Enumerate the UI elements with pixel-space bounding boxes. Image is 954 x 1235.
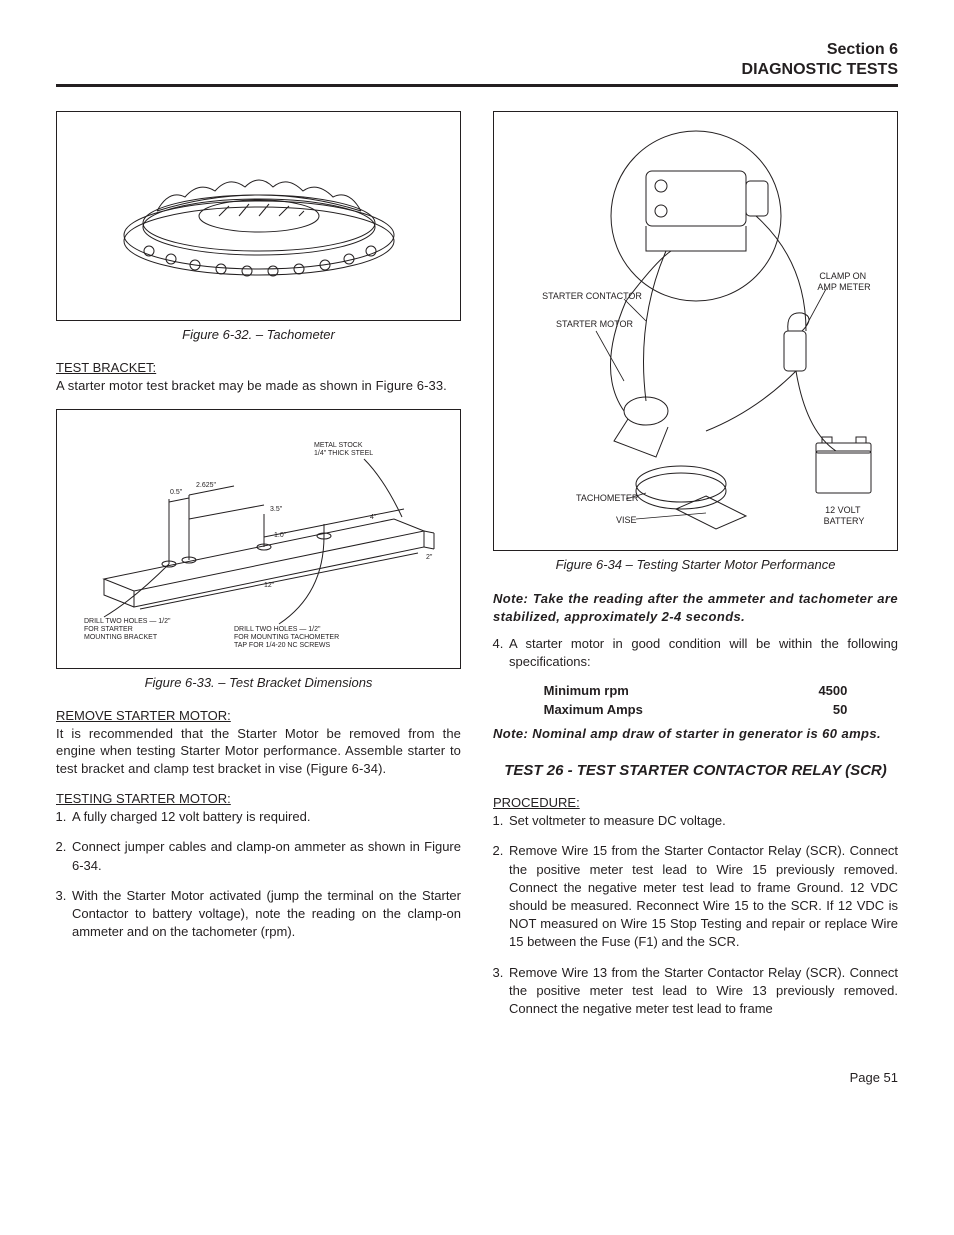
figure-6-32-caption: Figure 6-32. – Tachometer xyxy=(56,327,461,342)
title-line: DIAGNOSTIC TESTS xyxy=(56,60,898,80)
test-bracket-text: A starter motor test bracket may be made… xyxy=(56,377,461,395)
svg-text:TAP FOR 1/4-20 NC SCREWS: TAP FOR 1/4-20 NC SCREWS xyxy=(234,642,331,649)
starter-test-illustration: STARTER CONTACTOR STARTER MOTOR CLAMP ON… xyxy=(506,121,886,541)
right-column: STARTER CONTACTOR STARTER MOTOR CLAMP ON… xyxy=(493,111,898,1030)
svg-text:2": 2" xyxy=(426,554,433,561)
testing-starter-list: A fully charged 12 volt battery is requi… xyxy=(56,808,461,941)
procedure-list: Set voltmeter to measure DC voltage. Rem… xyxy=(493,812,898,1018)
list-item: A fully charged 12 volt battery is requi… xyxy=(70,808,461,826)
list-item: Remove Wire 13 from the Starter Contacto… xyxy=(507,964,898,1019)
svg-text:FOR MOUNTING TACHOMETER: FOR MOUNTING TACHOMETER xyxy=(234,634,339,641)
spec-label: Maximum Amps xyxy=(544,702,643,717)
figure-6-33-box: METAL STOCK 1/4" THICK STEEL 0.5" 2.625"… xyxy=(56,409,461,669)
bracket-illustration: METAL STOCK 1/4" THICK STEEL 0.5" 2.625"… xyxy=(74,419,444,659)
spec-value: 4500 xyxy=(818,683,847,698)
list-item: Connect jumper cables and clamp-on ammet… xyxy=(70,838,461,874)
svg-text:STARTER MOTOR: STARTER MOTOR xyxy=(556,319,634,329)
page-header: Section 6 DIAGNOSTIC TESTS xyxy=(56,40,898,87)
svg-text:MOUNTING BRACKET: MOUNTING BRACKET xyxy=(84,634,158,641)
svg-text:METAL STOCK: METAL STOCK xyxy=(314,442,363,449)
svg-text:12 VOLT BATTERY: 12 VOLT BATTERY xyxy=(823,505,864,526)
list-item: Remove Wire 15 from the Starter Contacto… xyxy=(507,842,898,951)
figure-6-32-box xyxy=(56,111,461,321)
tachometer-illustration xyxy=(109,131,409,301)
two-column-layout: Figure 6-32. – Tachometer TEST BRACKET: … xyxy=(56,111,898,1030)
test-bracket-heading: TEST BRACKET: xyxy=(56,360,461,375)
figure-6-33-caption: Figure 6-33. – Test Bracket Dimensions xyxy=(56,675,461,690)
svg-text:12": 12" xyxy=(264,582,275,589)
remove-starter-heading: REMOVE STARTER MOTOR: xyxy=(56,708,461,723)
page-number: Page 51 xyxy=(56,1070,898,1085)
spec-label: Minimum rpm xyxy=(544,683,629,698)
list-item: Set voltmeter to measure DC voltage. xyxy=(507,812,898,830)
svg-text:1.0": 1.0" xyxy=(274,532,287,539)
spec-table: Minimum rpm 4500 Maximum Amps 50 xyxy=(544,683,848,717)
svg-text:DRILL TWO HOLES — 1/2": DRILL TWO HOLES — 1/2" xyxy=(234,626,321,633)
svg-text:4": 4" xyxy=(370,514,377,521)
test-26-title: TEST 26 - TEST STARTER CONTACTOR RELAY (… xyxy=(493,761,898,781)
svg-text:0.5": 0.5" xyxy=(170,489,183,496)
svg-text:3.5": 3.5" xyxy=(270,506,283,513)
svg-text:STARTER CONTACTOR: STARTER CONTACTOR xyxy=(542,291,642,301)
testing-starter-heading: TESTING STARTER MOTOR: xyxy=(56,791,461,806)
svg-text:FOR STARTER: FOR STARTER xyxy=(84,626,133,633)
svg-text:1/4" THICK STEEL: 1/4" THICK STEEL xyxy=(314,450,373,457)
svg-text:CLAMP ON AMP METER: CLAMP ON AMP METER xyxy=(817,271,871,292)
svg-text:VISE: VISE xyxy=(616,515,637,525)
remove-starter-text: It is recommended that the Starter Motor… xyxy=(56,725,461,778)
section-line: Section 6 xyxy=(56,40,898,60)
spec-value: 50 xyxy=(833,702,847,717)
note-2: Note: Nominal amp draw of starter in gen… xyxy=(493,725,898,743)
procedure-heading: PROCEDURE: xyxy=(493,795,898,810)
figure-6-34-box: STARTER CONTACTOR STARTER MOTOR CLAMP ON… xyxy=(493,111,898,551)
list-item: With the Starter Motor activated (jump t… xyxy=(70,887,461,942)
spec-row: Minimum rpm 4500 xyxy=(544,683,848,698)
left-column: Figure 6-32. – Tachometer TEST BRACKET: … xyxy=(56,111,461,1030)
figure-6-34-caption: Figure 6-34 – Testing Starter Motor Perf… xyxy=(493,557,898,572)
spec-row: Maximum Amps 50 xyxy=(544,702,848,717)
svg-text:DRILL TWO HOLES — 1/2": DRILL TWO HOLES — 1/2" xyxy=(84,618,171,625)
list-item: A starter motor in good condition will b… xyxy=(507,635,898,671)
continued-list: A starter motor in good condition will b… xyxy=(493,635,898,671)
note-1: Note: Take the reading after the ammeter… xyxy=(493,590,898,625)
svg-text:2.625": 2.625" xyxy=(196,482,217,489)
